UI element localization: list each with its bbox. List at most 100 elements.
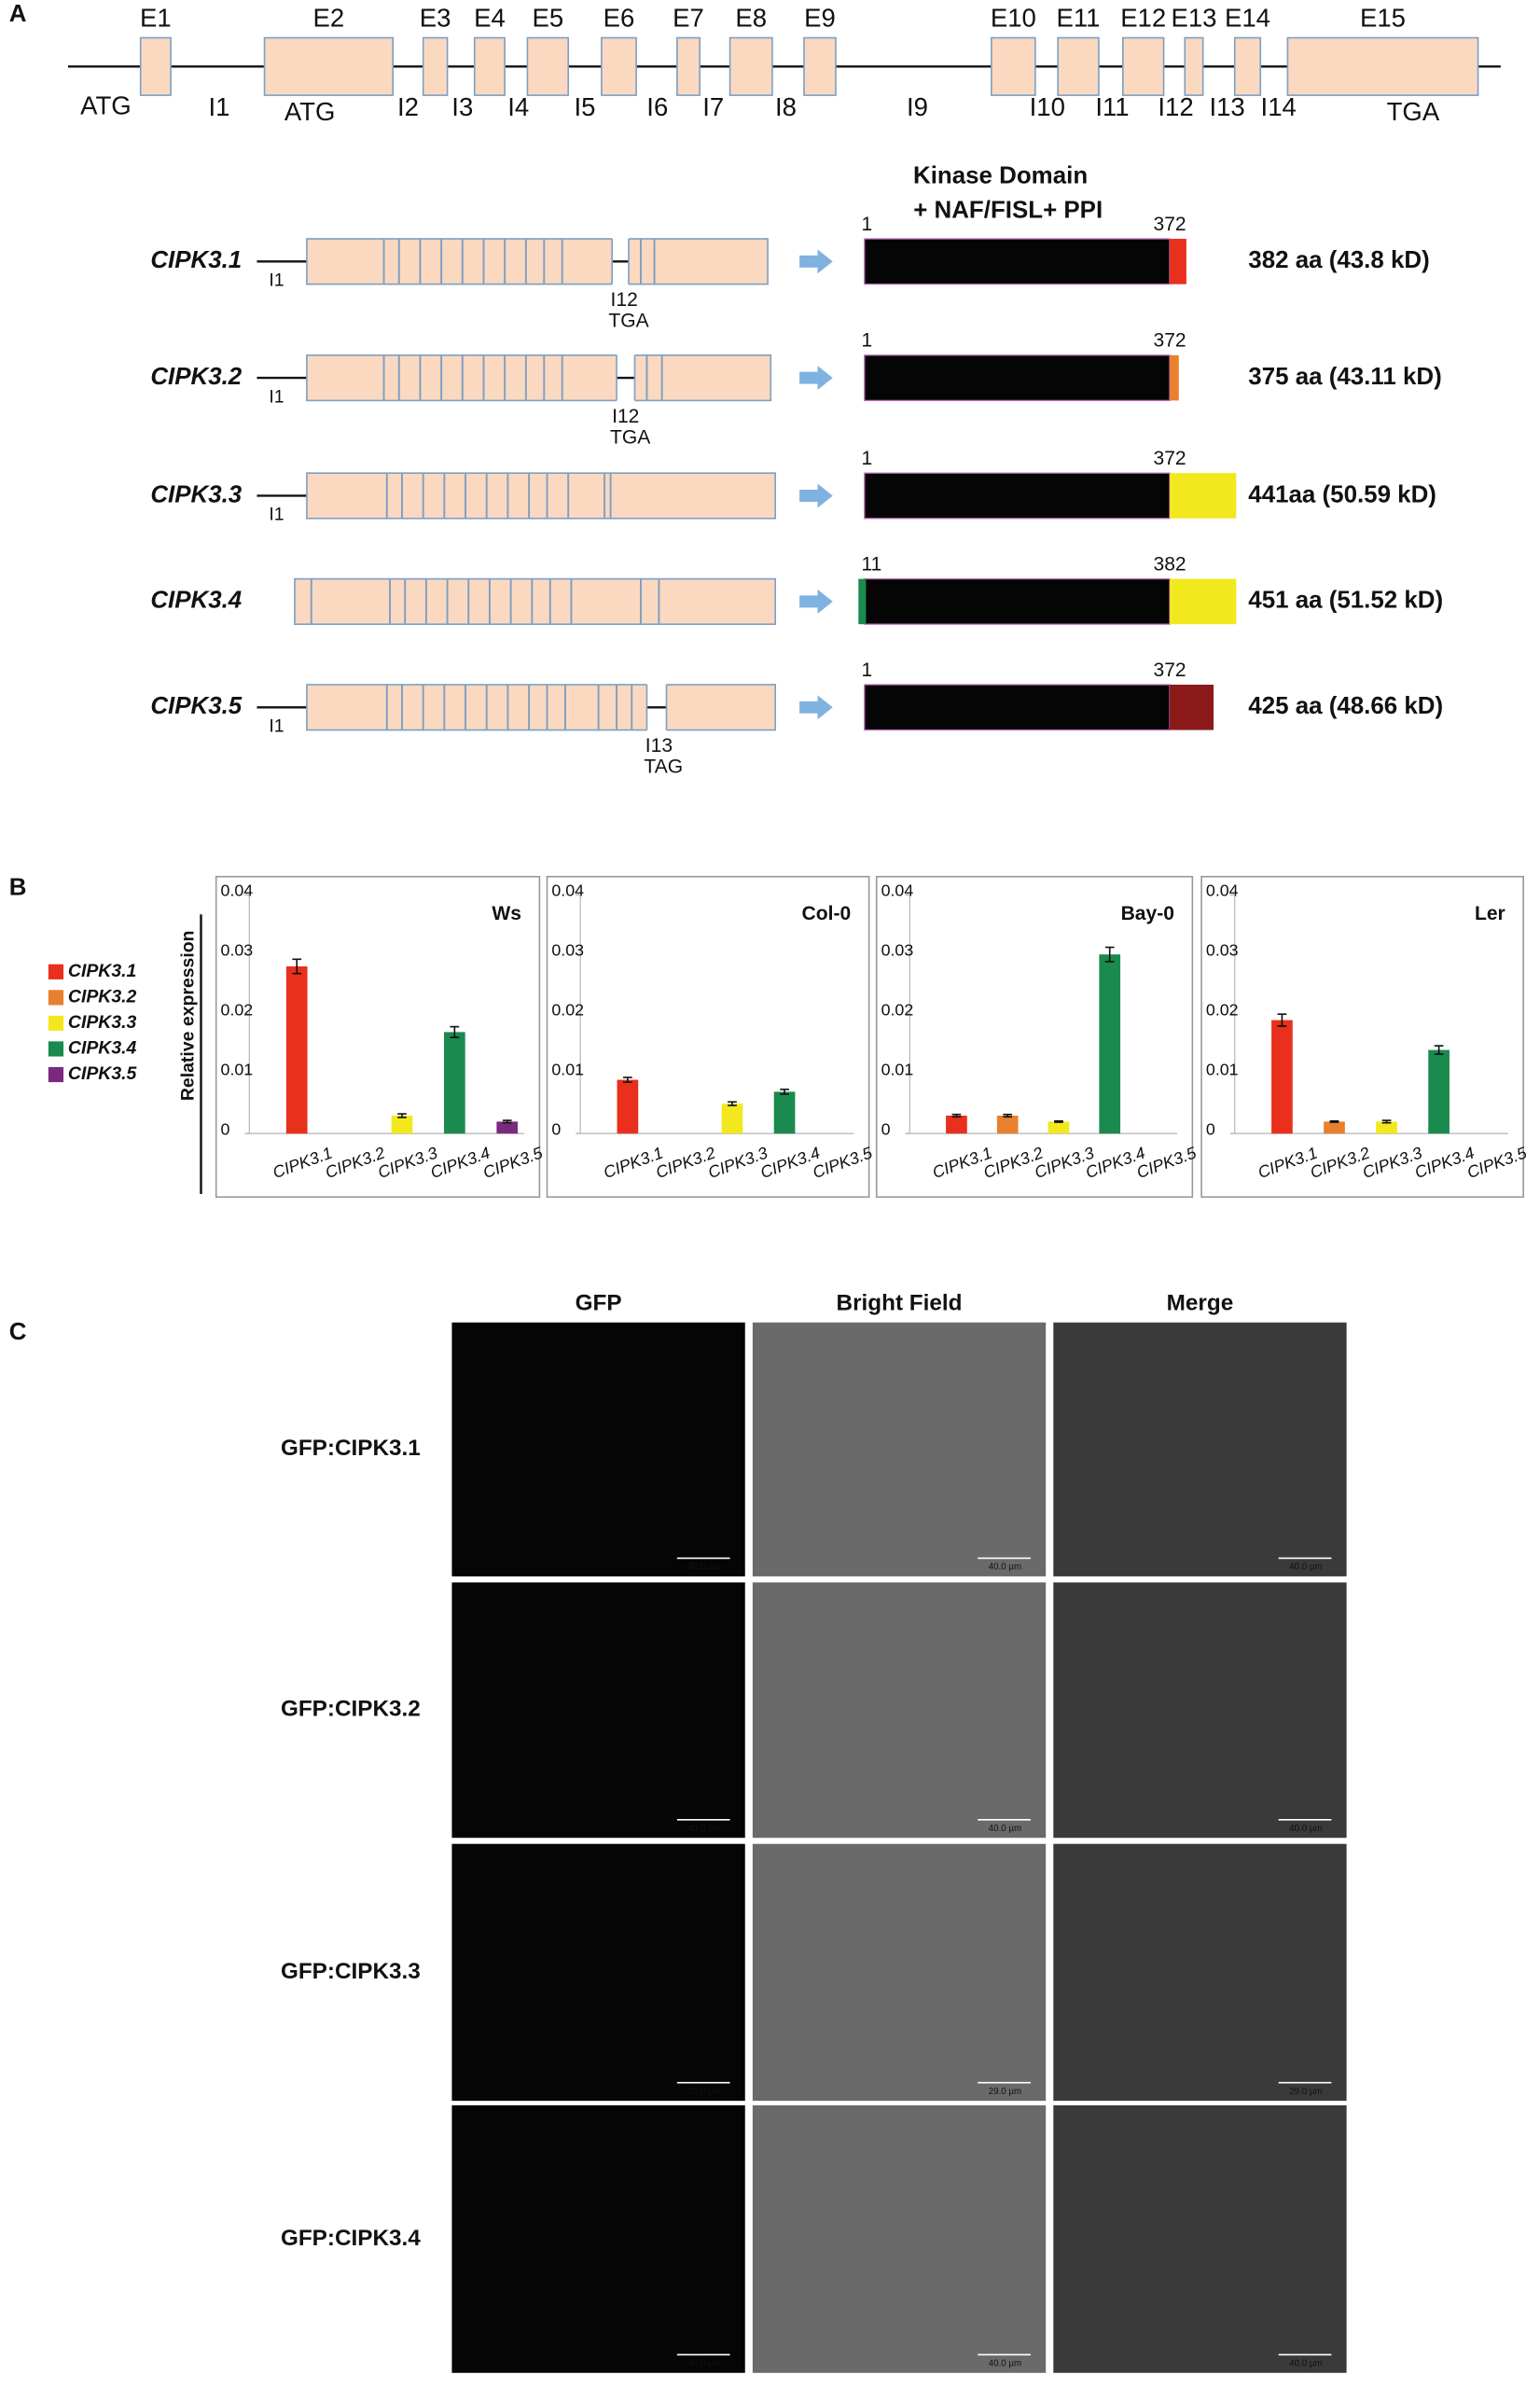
y-tick-label: 0.01 bbox=[881, 1061, 914, 1079]
error-bar bbox=[728, 1101, 737, 1106]
micrograph bbox=[451, 1582, 745, 1839]
y-tick-label: 0.03 bbox=[881, 941, 914, 960]
error-bar bbox=[1054, 1119, 1063, 1123]
intron-label: I7 bbox=[702, 92, 724, 121]
legend-swatch bbox=[48, 1041, 64, 1057]
bar bbox=[617, 1079, 639, 1134]
isoform-name: CIPK3.4 bbox=[150, 588, 242, 614]
codon-label: TGA bbox=[610, 426, 650, 448]
bar bbox=[1047, 1121, 1070, 1134]
exon-block bbox=[306, 472, 776, 520]
arrow-shaft bbox=[799, 489, 818, 502]
bar bbox=[1271, 1020, 1293, 1134]
y-tick-label: 0.04 bbox=[221, 882, 254, 900]
column-header: Bright Field bbox=[837, 1291, 963, 1316]
protein-end: 372 bbox=[1153, 448, 1186, 469]
exon-label: E8 bbox=[735, 3, 767, 32]
scale-bar-label: 40.0 µm bbox=[989, 2359, 1021, 2369]
micrograph bbox=[451, 1843, 745, 2102]
exon-label: E10 bbox=[991, 3, 1036, 32]
intron-label: I10 bbox=[1030, 92, 1065, 121]
arrow-head bbox=[817, 366, 833, 391]
y-axis-label: Relative expression bbox=[178, 931, 199, 1102]
exon-label: E6 bbox=[604, 3, 635, 32]
isoform-name: CIPK3.5 bbox=[150, 693, 242, 719]
exon-label: E3 bbox=[420, 3, 451, 32]
protein-start: 1 bbox=[862, 330, 873, 352]
exon-label: E4 bbox=[474, 3, 506, 32]
scale-bar-label: 29.0 µm bbox=[1289, 2087, 1322, 2097]
exon-label: E5 bbox=[532, 3, 563, 32]
exon bbox=[728, 36, 773, 96]
y-tick-label: 0.04 bbox=[551, 882, 584, 900]
legend-swatch bbox=[48, 990, 64, 1006]
panel-label: C bbox=[9, 1319, 27, 1345]
scale-bar-label: 40.0 µm bbox=[1289, 1562, 1322, 1573]
exon-label: E1 bbox=[140, 3, 172, 32]
micrograph bbox=[1053, 1582, 1347, 1839]
intron-label: I12 bbox=[1158, 92, 1193, 121]
chart-title: Ler bbox=[1475, 903, 1505, 924]
error-bar bbox=[951, 1113, 962, 1118]
protein-head bbox=[858, 578, 867, 625]
scale-bar-label: 40.0 µm bbox=[1289, 1824, 1322, 1834]
exon-block bbox=[306, 684, 776, 731]
protein-start: 1 bbox=[862, 214, 873, 235]
protein-bar bbox=[864, 354, 1171, 402]
error-bar bbox=[1003, 1113, 1013, 1118]
intron-label: I2 bbox=[397, 92, 419, 121]
panel-label: A bbox=[9, 1, 27, 27]
start-codon: ATG bbox=[80, 90, 132, 119]
error-bar bbox=[1381, 1119, 1392, 1124]
row-label: GFP:CIPK3.4 bbox=[281, 2226, 421, 2251]
chart-title: Col-0 bbox=[802, 903, 852, 924]
exon-label: E15 bbox=[1360, 3, 1406, 32]
chart-title: Ws bbox=[492, 903, 521, 924]
isoform-name: CIPK3.1 bbox=[150, 247, 242, 273]
micrograph bbox=[451, 2104, 745, 2373]
protein-bar bbox=[864, 472, 1171, 520]
panel-label: B bbox=[9, 875, 27, 901]
micrograph bbox=[1053, 2104, 1347, 2373]
scale-bar-label: 40.0 µm bbox=[989, 1562, 1021, 1573]
row-label: GFP:CIPK3.2 bbox=[281, 1697, 421, 1722]
error-bar bbox=[623, 1076, 632, 1083]
arrow-head bbox=[817, 695, 833, 720]
intron-label: I14 bbox=[1261, 92, 1297, 121]
isoform-name: CIPK3.3 bbox=[150, 481, 242, 507]
scale-bar-label: 40.0 µm bbox=[1289, 2359, 1322, 2369]
micrograph bbox=[752, 1582, 1047, 1839]
y-tick-label: 0.02 bbox=[881, 1001, 914, 1020]
error-bar bbox=[1434, 1045, 1444, 1055]
intron-label: I1 bbox=[269, 271, 284, 291]
bar bbox=[1428, 1049, 1450, 1134]
y-tick-label: 0.01 bbox=[551, 1061, 584, 1079]
error-bar bbox=[397, 1113, 407, 1118]
intron-label: I8 bbox=[775, 92, 797, 121]
micrograph bbox=[451, 1322, 745, 1576]
exon-label: E9 bbox=[804, 3, 836, 32]
legend-label: CIPK3.4 bbox=[68, 1038, 137, 1059]
exon-block bbox=[306, 238, 769, 285]
arrow-head bbox=[817, 483, 833, 508]
x-tick-label: CIPK3.5 bbox=[480, 1144, 545, 1183]
junction-label: I12 bbox=[612, 406, 639, 427]
alt-start-codon: ATG bbox=[284, 97, 336, 126]
intron-label: I1 bbox=[269, 386, 284, 407]
scale-bar-label: 40.0 µm bbox=[687, 1562, 720, 1573]
chart-frame bbox=[215, 875, 541, 1199]
legend-label: CIPK3.2 bbox=[68, 987, 137, 1007]
arrow-head bbox=[817, 249, 833, 274]
exon bbox=[1286, 36, 1479, 96]
x-tick-label: CIPK3.5 bbox=[1464, 1144, 1529, 1183]
protein-tail bbox=[1170, 354, 1179, 401]
legend-swatch bbox=[48, 1015, 64, 1032]
bar bbox=[946, 1115, 967, 1134]
bar bbox=[285, 965, 308, 1134]
exon bbox=[526, 36, 570, 96]
exon-label: E7 bbox=[673, 3, 704, 32]
y-tick-label: 0.02 bbox=[221, 1001, 254, 1020]
y-tick-label: 0.01 bbox=[221, 1061, 254, 1079]
legend-swatch bbox=[48, 964, 64, 979]
intron-label: I3 bbox=[451, 92, 473, 121]
